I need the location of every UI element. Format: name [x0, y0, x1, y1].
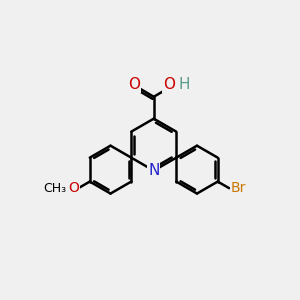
Text: N: N [148, 163, 159, 178]
Text: O: O [129, 77, 141, 92]
Text: O: O [163, 77, 175, 92]
Text: H: H [178, 77, 190, 92]
Text: Br: Br [231, 181, 246, 195]
Text: O: O [68, 181, 79, 195]
Text: CH₃: CH₃ [44, 182, 67, 195]
